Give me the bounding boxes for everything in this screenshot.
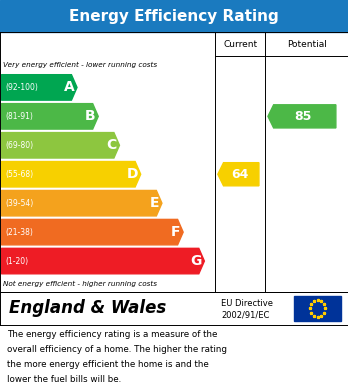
Text: 64: 64: [231, 168, 248, 181]
Text: the more energy efficient the home is and the: the more energy efficient the home is an…: [7, 360, 209, 369]
Bar: [0, 0, 348, 32]
Text: The energy efficiency rating is a measure of the: The energy efficiency rating is a measur…: [7, 330, 218, 339]
Polygon shape: [1, 161, 141, 187]
Text: (92-100): (92-100): [6, 83, 38, 92]
Text: G: G: [190, 254, 201, 268]
Text: (69-80): (69-80): [6, 141, 34, 150]
Text: Very energy efficient - lower running costs: Very energy efficient - lower running co…: [3, 61, 157, 68]
Polygon shape: [1, 133, 119, 158]
Text: EU Directive: EU Directive: [221, 299, 273, 308]
Text: C: C: [106, 138, 117, 152]
Bar: [294, 296, 341, 321]
Text: (39-54): (39-54): [6, 199, 34, 208]
Text: B: B: [85, 109, 95, 123]
Text: overall efficiency of a home. The higher the rating: overall efficiency of a home. The higher…: [7, 345, 227, 354]
Bar: [0, 32, 348, 292]
Text: A: A: [63, 81, 74, 94]
Text: (1-20): (1-20): [6, 256, 29, 265]
Text: 2002/91/EC: 2002/91/EC: [221, 310, 269, 319]
Text: England & Wales: England & Wales: [9, 300, 166, 317]
Bar: [0, 292, 348, 325]
Text: Potential: Potential: [287, 39, 326, 48]
Text: D: D: [126, 167, 138, 181]
Polygon shape: [1, 219, 183, 245]
Polygon shape: [1, 190, 162, 216]
Text: lower the fuel bills will be.: lower the fuel bills will be.: [7, 375, 121, 384]
Polygon shape: [218, 163, 259, 186]
Text: F: F: [171, 225, 180, 239]
Text: (55-68): (55-68): [6, 170, 34, 179]
Polygon shape: [1, 75, 77, 100]
Text: (21-38): (21-38): [6, 228, 33, 237]
Text: Energy Efficiency Rating: Energy Efficiency Rating: [69, 9, 279, 23]
Polygon shape: [1, 248, 204, 274]
Text: Not energy efficient - higher running costs: Not energy efficient - higher running co…: [3, 281, 157, 287]
Polygon shape: [1, 104, 98, 129]
Text: Current: Current: [223, 39, 257, 48]
Text: E: E: [150, 196, 159, 210]
Text: 85: 85: [294, 110, 312, 123]
Text: (81-91): (81-91): [6, 112, 33, 121]
Polygon shape: [268, 105, 336, 128]
